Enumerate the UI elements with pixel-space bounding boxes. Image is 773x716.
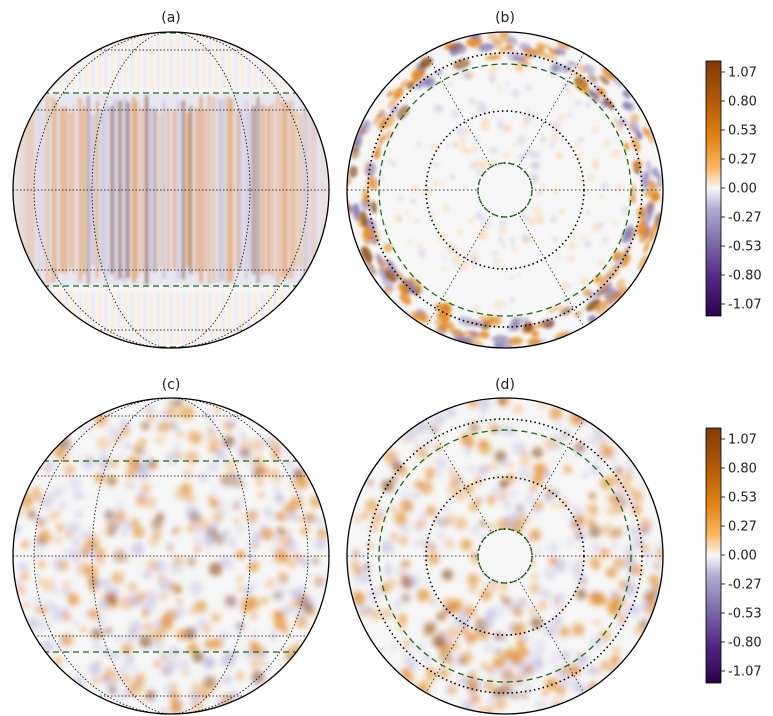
panel-c-label: (c) xyxy=(162,377,181,393)
colorbar-bottom-tick-label: 0.80 xyxy=(728,462,757,477)
colorbar-top-tick-label: 0.27 xyxy=(728,153,757,168)
panel-d xyxy=(346,397,664,715)
panel-a-outline xyxy=(12,31,330,349)
colorbar-top-tick-label: -0.80 xyxy=(728,269,762,284)
colorbar-top-tick-label: 0.80 xyxy=(728,95,757,110)
colorbar-top-tick-label: -1.07 xyxy=(728,298,762,313)
panel-a xyxy=(12,31,330,349)
panel-d-spokes xyxy=(347,418,663,694)
colorbar-bottom-tick-label: -0.80 xyxy=(728,636,762,651)
colorbar-top-ticks: 1.07 0.80 0.53 0.27 0.00 -0.27 -0.53 -0.80 -1.07 xyxy=(721,66,762,313)
colorbar-top: 1.07 0.80 0.53 0.27 0.00 -0.27 -0.53 -0.80 -1.07 xyxy=(705,60,762,317)
colorbar-bottom-tick-label: 0.00 xyxy=(728,549,757,564)
colorbar-bottom-tick-label: -0.53 xyxy=(728,607,762,622)
colorbar-bottom-tick-label: -1.07 xyxy=(728,665,762,680)
panel-d-rings xyxy=(367,418,643,694)
panel-b-field xyxy=(347,32,663,348)
panel-d-outline xyxy=(346,397,664,715)
panel-b xyxy=(346,31,664,349)
colorbar-top-bar xyxy=(705,60,722,317)
colorbar-top-tick-label: -0.27 xyxy=(728,211,762,226)
panel-c-dashed-latitudes xyxy=(13,460,329,653)
colorbar-bottom-ticks: 1.07 0.80 0.53 0.27 0.00 -0.27 -0.53 -0.80 -1.07 xyxy=(721,433,762,680)
panel-a-label: (a) xyxy=(161,10,181,26)
panel-d-dashed-circles xyxy=(378,429,632,683)
panel-b-spokes xyxy=(347,52,663,328)
colorbar-bottom-tick-label: 0.53 xyxy=(728,491,757,506)
panel-c-outline xyxy=(12,397,330,715)
colorbar-bottom-bar xyxy=(705,427,722,684)
colorbar-top-tick-label: 1.07 xyxy=(728,66,757,81)
panel-c xyxy=(12,397,330,715)
colorbar-bottom-tick-label: 0.27 xyxy=(728,520,757,535)
colorbar-bottom-tick-label: 1.07 xyxy=(728,433,757,448)
panel-d-label: (d) xyxy=(495,377,515,393)
colorbar-top-tick-label: 0.00 xyxy=(728,182,757,197)
colorbar-top-tick-label: 0.53 xyxy=(728,124,757,139)
colorbar-bottom: 1.07 0.80 0.53 0.27 0.00 -0.27 -0.53 -0.80 -1.07 xyxy=(705,427,762,684)
panel-b-dashed-circles xyxy=(378,63,632,317)
colorbar-top-tick-label: -0.53 xyxy=(728,240,762,255)
panel-b-label: (b) xyxy=(495,10,515,26)
panel-b-rings xyxy=(367,52,643,328)
colorbar-bottom-tick-label: -0.27 xyxy=(728,578,762,593)
panel-b-outline xyxy=(346,31,664,349)
panel-d-field xyxy=(350,398,663,714)
